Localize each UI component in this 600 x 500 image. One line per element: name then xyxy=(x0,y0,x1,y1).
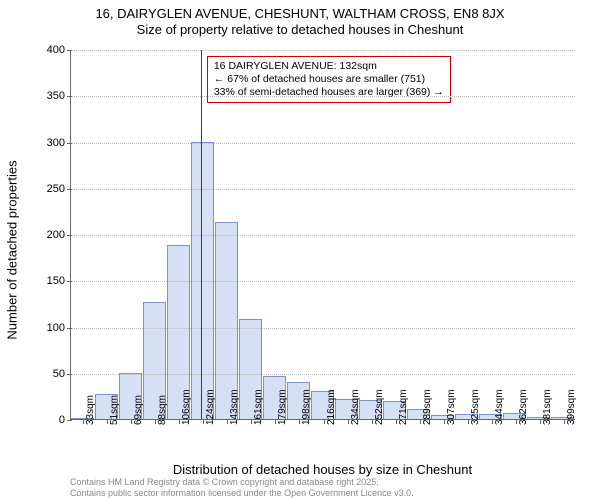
gridline xyxy=(71,328,575,329)
title-line1: 16, DAIRYGLEN AVENUE, CHESHUNT, WALTHAM … xyxy=(0,6,600,22)
y-tick-label: 200 xyxy=(31,229,71,241)
x-tick-mark xyxy=(516,419,517,424)
y-tick-label: 300 xyxy=(31,137,71,149)
x-tick-mark xyxy=(396,419,397,424)
x-tick-label: 252sqm xyxy=(374,389,385,425)
x-tick-label: 325sqm xyxy=(470,389,481,425)
histogram-bar xyxy=(191,142,214,420)
x-tick-label: 124sqm xyxy=(205,389,216,425)
title-line2: Size of property relative to detached ho… xyxy=(0,22,600,38)
footer-attribution: Contains HM Land Registry data © Crown c… xyxy=(70,477,414,498)
x-tick-mark xyxy=(468,419,469,424)
x-tick-mark xyxy=(372,419,373,424)
x-tick-label: 33sqm xyxy=(85,395,96,425)
y-tick-label: 0 xyxy=(31,414,71,426)
y-axis-label: Number of detached properties xyxy=(5,160,20,339)
x-tick-label: 198sqm xyxy=(301,389,312,425)
x-tick-label: 381sqm xyxy=(542,389,553,425)
x-tick-label: 234sqm xyxy=(350,389,361,425)
x-tick-mark xyxy=(348,419,349,424)
x-tick-label: 161sqm xyxy=(253,389,264,425)
x-tick-mark xyxy=(420,419,421,424)
x-tick-mark xyxy=(540,419,541,424)
gridline xyxy=(71,281,575,282)
gridline xyxy=(71,189,575,190)
x-tick-label: 362sqm xyxy=(518,389,529,425)
gridline xyxy=(71,235,575,236)
y-tick-label: 250 xyxy=(31,183,71,195)
gridline xyxy=(71,50,575,51)
y-tick-label: 150 xyxy=(31,275,71,287)
x-tick-label: 307sqm xyxy=(446,389,457,425)
x-tick-mark xyxy=(107,419,108,424)
x-tick-label: 143sqm xyxy=(229,389,240,425)
x-tick-mark xyxy=(324,419,325,424)
x-tick-mark xyxy=(131,419,132,424)
chart-plot-area: 16 DAIRYGLEN AVENUE: 132sqm ← 67% of det… xyxy=(70,50,575,420)
y-tick-label: 400 xyxy=(31,44,71,56)
annot-line1: 16 DAIRYGLEN AVENUE: 132sqm xyxy=(214,60,444,73)
gridline xyxy=(71,96,575,97)
x-tick-mark xyxy=(564,419,565,424)
x-tick-mark xyxy=(444,419,445,424)
gridline xyxy=(71,374,575,375)
x-tick-mark xyxy=(155,419,156,424)
gridline xyxy=(71,143,575,144)
y-tick-label: 100 xyxy=(31,322,71,334)
x-tick-mark xyxy=(492,419,493,424)
x-tick-label: 271sqm xyxy=(398,389,409,425)
y-tick-label: 50 xyxy=(31,368,71,380)
x-tick-label: 399sqm xyxy=(566,389,577,425)
y-tick-label: 350 xyxy=(31,90,71,102)
footer-line1: Contains HM Land Registry data © Crown c… xyxy=(70,477,414,487)
x-axis-label: Distribution of detached houses by size … xyxy=(70,462,575,477)
x-tick-label: 51sqm xyxy=(109,395,120,425)
footer-line2: Contains public sector information licen… xyxy=(70,488,414,498)
chart-title-block: 16, DAIRYGLEN AVENUE, CHESHUNT, WALTHAM … xyxy=(0,0,600,39)
x-tick-mark xyxy=(83,419,84,424)
x-tick-label: 289sqm xyxy=(422,389,433,425)
annot-line2: ← 67% of detached houses are smaller (75… xyxy=(214,73,444,86)
annot-line3: 33% of semi-detached houses are larger (… xyxy=(214,86,444,99)
x-tick-label: 344sqm xyxy=(494,389,505,425)
x-tick-label: 179sqm xyxy=(277,389,288,425)
x-tick-label: 106sqm xyxy=(181,389,192,425)
x-tick-label: 216sqm xyxy=(326,389,337,425)
x-tick-label: 88sqm xyxy=(157,395,168,425)
x-tick-label: 69sqm xyxy=(133,395,144,425)
